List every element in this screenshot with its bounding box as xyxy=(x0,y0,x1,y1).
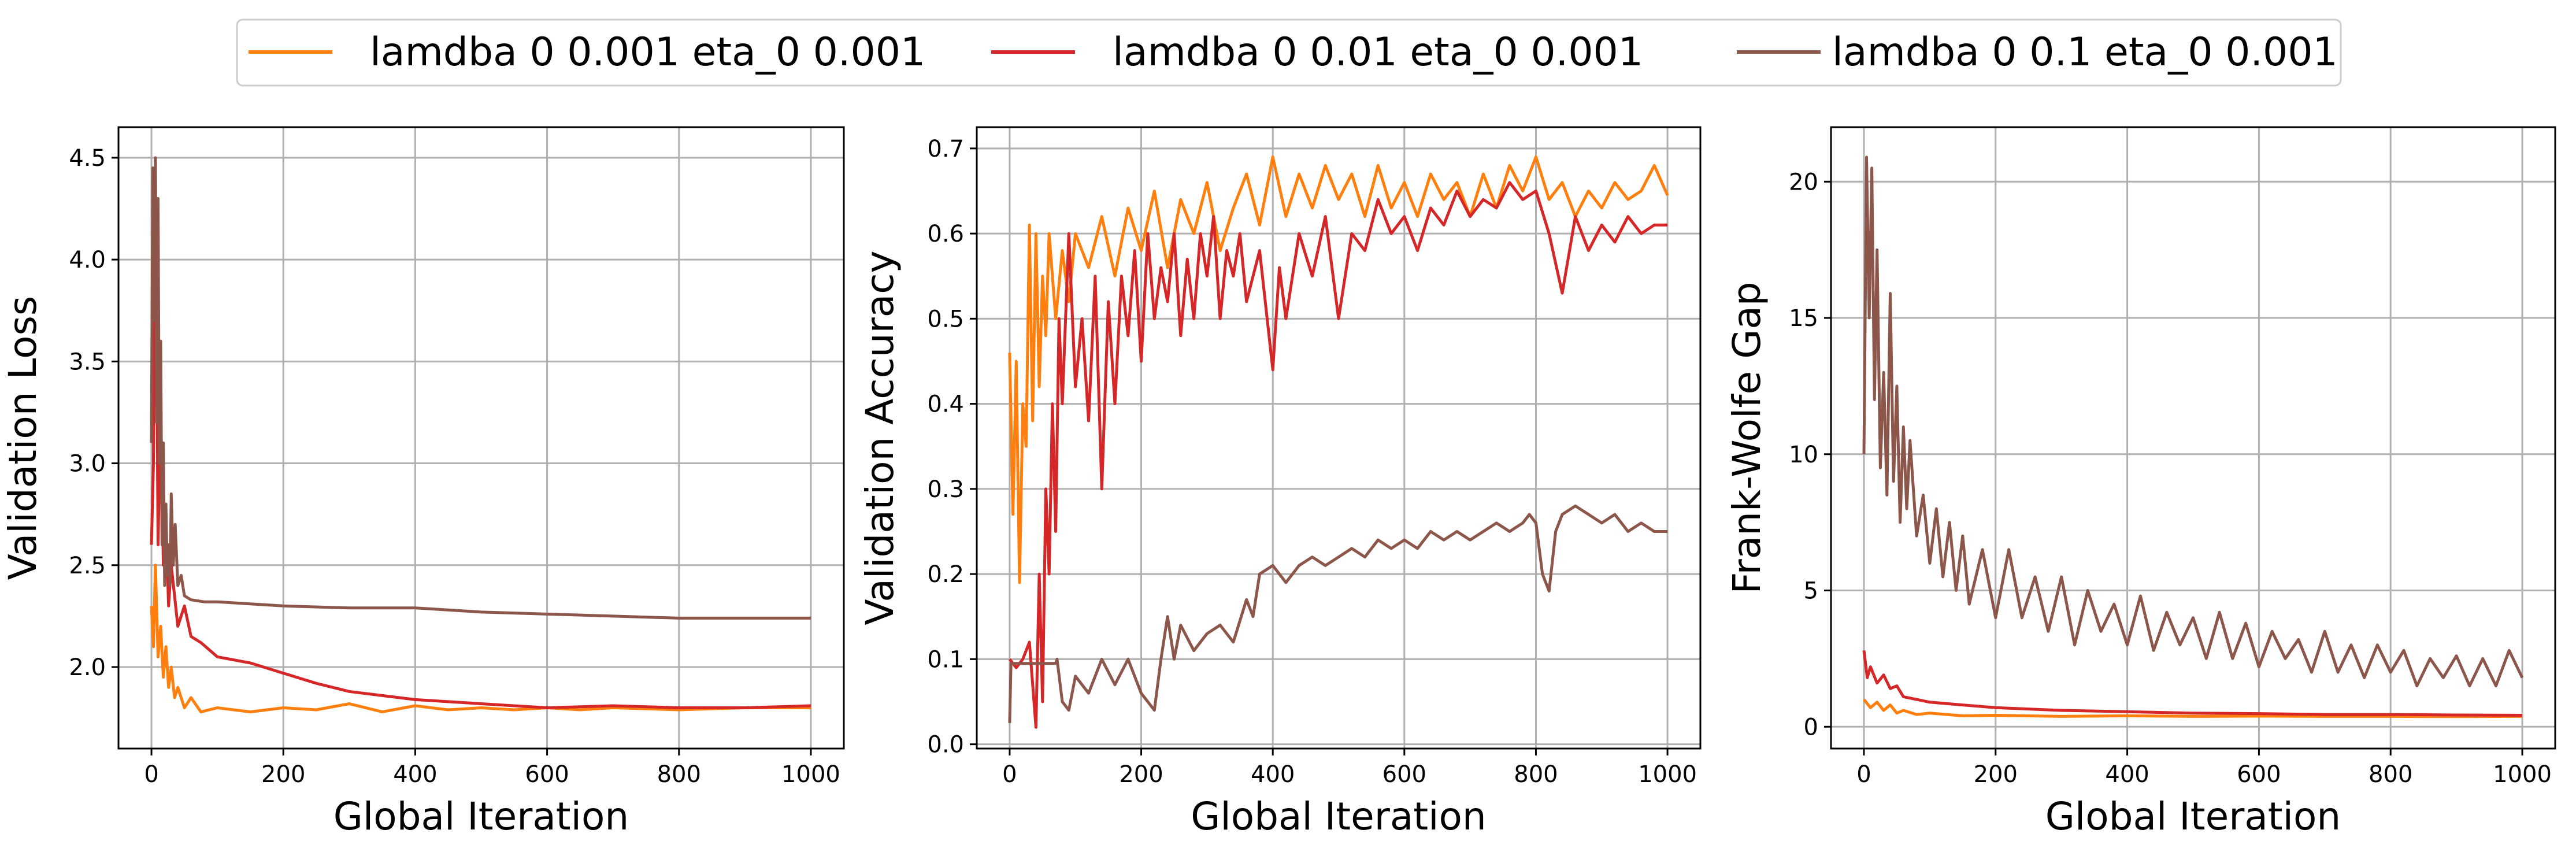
accuracy-y-tick-label: 0.4 xyxy=(927,391,964,418)
accuracy-x-tick-label: 600 xyxy=(1382,761,1426,788)
accuracy-chart-y-axis-label: Validation Accuracy xyxy=(858,250,902,625)
loss-x-tick-label: 1000 xyxy=(781,761,840,788)
accuracy-chart-axes-frame xyxy=(976,126,1702,750)
accuracy-y-tick-label: 0.2 xyxy=(927,561,964,588)
gap-y-tick-label: 0 xyxy=(1804,714,1818,740)
gap-chart-x-axis-label: Global Iteration xyxy=(2045,794,2341,839)
gap-x-tick-label: 600 xyxy=(2237,761,2281,788)
gap-chart-panel: 0 200 400 600 800 1000 0 5 10 15 20 Global Iterati… xyxy=(1725,126,2556,839)
loss-chart-ticks: 0 200 400 600 800 1000 2.0 2.5 3.0 3.5 4.0 4.5 xyxy=(69,145,840,788)
gap-x-tick-label: 1000 xyxy=(2493,761,2552,788)
gap-chart-y-axis-label: Frank-Wolfe Gap xyxy=(1725,281,1769,594)
legend-label-series-1: lamdba 0 0.001 eta_0 0.001 xyxy=(370,29,925,75)
loss-y-tick-label: 3.5 xyxy=(69,349,106,375)
loss-x-tick-label: 0 xyxy=(144,761,158,788)
loss-chart-x-axis-label: Global Iteration xyxy=(333,794,629,839)
legend-label-series-3: lamdba 0 0.1 eta_0 0.001 xyxy=(1832,29,2338,75)
accuracy-series-line-1 xyxy=(1008,155,1669,584)
loss-y-tick-label: 4.5 xyxy=(69,145,106,172)
loss-chart-axes-frame xyxy=(117,126,845,750)
accuracy-x-tick-label: 200 xyxy=(1119,761,1163,788)
accuracy-y-tick-label: 0.0 xyxy=(927,732,964,758)
accuracy-y-tick-label: 0.7 xyxy=(927,136,964,162)
loss-y-tick-label: 2.5 xyxy=(69,553,106,579)
accuracy-chart-ticks: 0 200 400 600 800 1000 0.0 0.1 0.2 0.3 0.4 0.5 0.6 0.… xyxy=(927,136,1697,788)
accuracy-chart-series xyxy=(1008,155,1669,729)
legend: lamdba 0 0.001 eta_0 0.001 lamdba 0 0.01… xyxy=(236,18,2342,87)
gap-series-line-1 xyxy=(1863,698,2523,718)
gap-series-line-2 xyxy=(1862,650,2523,717)
gap-chart-ticks: 0 200 400 600 800 1000 0 5 10 15 20 xyxy=(1789,169,2552,788)
loss-y-tick-label: 2.0 xyxy=(69,654,106,681)
accuracy-x-tick-label: 800 xyxy=(1514,761,1558,788)
accuracy-series-line-2 xyxy=(1008,181,1668,729)
accuracy-chart-panel: 0 200 400 600 800 1000 0.0 0.1 0.2 0.3 0.4 0.5 0.6 0.… xyxy=(858,126,1702,839)
gap-x-tick-label: 400 xyxy=(2105,761,2149,788)
gap-chart-series xyxy=(1862,155,2524,718)
accuracy-y-tick-label: 0.1 xyxy=(927,646,964,673)
accuracy-y-tick-label: 0.6 xyxy=(927,221,964,247)
legend-label-series-2: lamdba 0 0.01 eta_0 0.001 xyxy=(1113,29,1643,75)
loss-chart-grid xyxy=(118,127,844,749)
loss-y-tick-label: 4.0 xyxy=(69,247,106,273)
loss-x-tick-label: 200 xyxy=(261,761,305,788)
gap-x-tick-label: 800 xyxy=(2369,761,2412,788)
gap-series-line-3 xyxy=(1862,155,2524,688)
accuracy-series-line-3 xyxy=(1008,504,1668,723)
gap-y-tick-label: 10 xyxy=(1789,442,1818,468)
accuracy-y-tick-label: 0.5 xyxy=(927,306,964,332)
accuracy-x-tick-label: 400 xyxy=(1251,761,1295,788)
loss-series-line-3 xyxy=(150,156,811,620)
gap-chart-grid xyxy=(1831,127,2555,749)
loss-x-tick-label: 400 xyxy=(393,761,437,788)
gap-y-tick-label: 20 xyxy=(1789,169,1818,195)
loss-x-tick-label: 800 xyxy=(657,761,701,788)
gap-x-tick-label: 0 xyxy=(1856,761,1871,788)
loss-chart-panel: 0 200 400 600 800 1000 2.0 2.5 3.0 3.5 4.0 4.5 Glob… xyxy=(1,126,845,839)
gap-y-tick-label: 15 xyxy=(1789,305,1818,332)
loss-chart-y-axis-label: Validation Loss xyxy=(1,296,45,580)
legend-frame xyxy=(236,18,2342,87)
loss-chart-series xyxy=(150,156,811,714)
loss-x-tick-label: 600 xyxy=(525,761,569,788)
gap-y-tick-label: 5 xyxy=(1804,578,1818,605)
accuracy-x-tick-label: 0 xyxy=(1002,761,1017,788)
accuracy-y-tick-label: 0.3 xyxy=(927,476,964,503)
accuracy-chart-x-axis-label: Global Iteration xyxy=(1191,794,1486,839)
accuracy-x-tick-label: 1000 xyxy=(1638,761,1697,788)
loss-y-tick-label: 3.0 xyxy=(69,451,106,477)
gap-chart-axes-frame xyxy=(1830,126,2556,750)
gap-x-tick-label: 200 xyxy=(1974,761,2018,788)
